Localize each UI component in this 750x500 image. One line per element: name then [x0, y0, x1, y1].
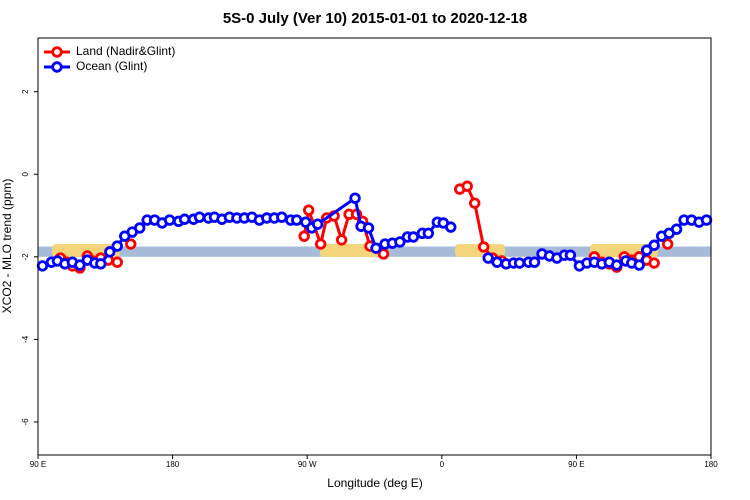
- y-tick-label: -6: [21, 418, 30, 426]
- plot-frame: [37, 37, 712, 456]
- chart-title: 5S-0 July (Ver 10) 2015-01-01 to 2020-12…: [223, 10, 527, 27]
- x-axis-label: Longitude (deg E): [327, 476, 422, 490]
- data-point: [163, 214, 176, 226]
- y-tick-label: 0: [21, 171, 30, 176]
- legend-label: Ocean (Glint): [76, 59, 147, 73]
- data-point: [477, 241, 490, 253]
- data-point: [36, 260, 49, 272]
- data-point: [349, 192, 361, 204]
- x-tick-label: 90 E: [30, 460, 46, 469]
- data-point: [461, 180, 473, 192]
- data-point: [178, 213, 191, 225]
- legend-marker: [51, 61, 63, 73]
- data-point: [311, 218, 324, 230]
- data-point: [648, 257, 660, 269]
- data-point: [491, 256, 503, 268]
- x-tick-label: 0: [440, 460, 445, 469]
- data-point: [633, 259, 645, 271]
- data-point: [370, 242, 382, 254]
- x-tick-label: 180: [166, 460, 180, 469]
- data-point: [469, 197, 481, 209]
- data-point: [125, 238, 137, 250]
- data-point: [133, 222, 146, 234]
- data-point: [661, 238, 674, 250]
- data-point: [74, 259, 86, 271]
- x-tick-label: 90 E: [568, 460, 584, 469]
- data-point: [564, 249, 577, 261]
- y-tick-label: 2: [21, 89, 30, 94]
- data-point: [335, 234, 348, 246]
- data-point: [298, 230, 310, 242]
- data-point: [377, 248, 390, 260]
- data-point: [314, 238, 327, 250]
- data-point: [445, 221, 457, 233]
- data-point: [640, 244, 653, 256]
- data-point: [611, 259, 623, 271]
- legend-label: Land (Nadir&Glint): [76, 44, 175, 58]
- data-point: [482, 252, 494, 264]
- data-point: [394, 236, 406, 248]
- data-point: [276, 211, 288, 223]
- data-point: [407, 231, 420, 243]
- data-point: [528, 256, 541, 268]
- legend-marker: [51, 46, 63, 58]
- data-point: [422, 227, 435, 239]
- data-point: [111, 240, 123, 252]
- data-point: [700, 214, 713, 226]
- x-tick-label: 90 W: [298, 460, 317, 469]
- data-point: [95, 258, 107, 270]
- y-axis-label: XCO2 - MLO trend (ppm): [0, 179, 14, 314]
- data-point: [362, 222, 375, 234]
- data-point: [513, 257, 526, 269]
- y-tick-label: -4: [21, 335, 30, 343]
- data-point: [670, 223, 683, 235]
- data-point: [111, 256, 123, 268]
- data-point: [302, 204, 315, 216]
- data-point: [291, 214, 303, 226]
- data-point: [104, 246, 116, 258]
- data-point: [648, 239, 660, 251]
- y-tick-label: -2: [21, 253, 30, 261]
- x-tick-label: 180: [704, 460, 718, 469]
- data-point: [193, 211, 206, 223]
